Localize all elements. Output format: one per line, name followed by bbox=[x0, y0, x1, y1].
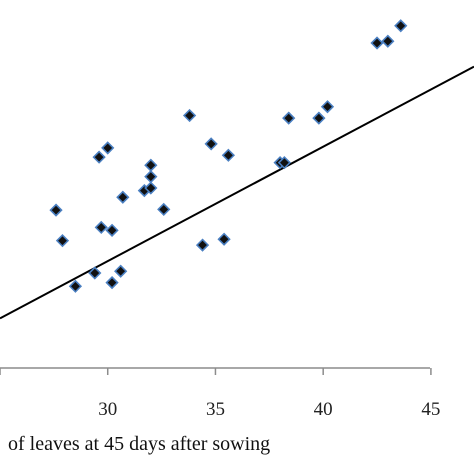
x-axis-ticks: 30 35 40 45 bbox=[0, 368, 440, 420]
data-point bbox=[88, 266, 102, 280]
data-point bbox=[277, 156, 292, 170]
data-point bbox=[282, 111, 296, 125]
data-point bbox=[144, 158, 158, 172]
data-point bbox=[116, 190, 130, 204]
data-points bbox=[49, 19, 408, 293]
x-tick-label: 35 bbox=[206, 399, 225, 420]
data-point bbox=[68, 279, 83, 293]
data-point bbox=[394, 19, 408, 33]
data-point bbox=[92, 150, 106, 164]
data-point bbox=[144, 181, 158, 195]
data-point bbox=[204, 137, 218, 151]
data-point bbox=[320, 100, 335, 114]
x-axis-label: of leaves at 45 days after sowing bbox=[8, 433, 270, 455]
data-point bbox=[312, 111, 326, 125]
trend-line-layer bbox=[0, 65, 474, 320]
data-point bbox=[195, 238, 210, 252]
data-point bbox=[381, 34, 395, 48]
x-tick-label: 30 bbox=[98, 399, 117, 420]
data-point bbox=[101, 141, 115, 155]
data-point bbox=[94, 220, 108, 235]
data-point bbox=[105, 275, 119, 290]
data-point bbox=[144, 170, 158, 184]
data-point bbox=[55, 234, 70, 248]
x-axis: 30 35 40 45 bbox=[0, 367, 440, 420]
data-point bbox=[217, 232, 231, 246]
data-point bbox=[182, 108, 197, 123]
data-point bbox=[221, 148, 236, 162]
trend-line bbox=[0, 65, 474, 320]
x-tick-label: 45 bbox=[421, 399, 440, 420]
data-point bbox=[370, 36, 384, 50]
data-point bbox=[105, 223, 119, 237]
data-point bbox=[49, 203, 63, 217]
x-tick-label: 40 bbox=[314, 399, 333, 420]
data-point bbox=[157, 202, 171, 217]
data-point bbox=[114, 264, 128, 278]
